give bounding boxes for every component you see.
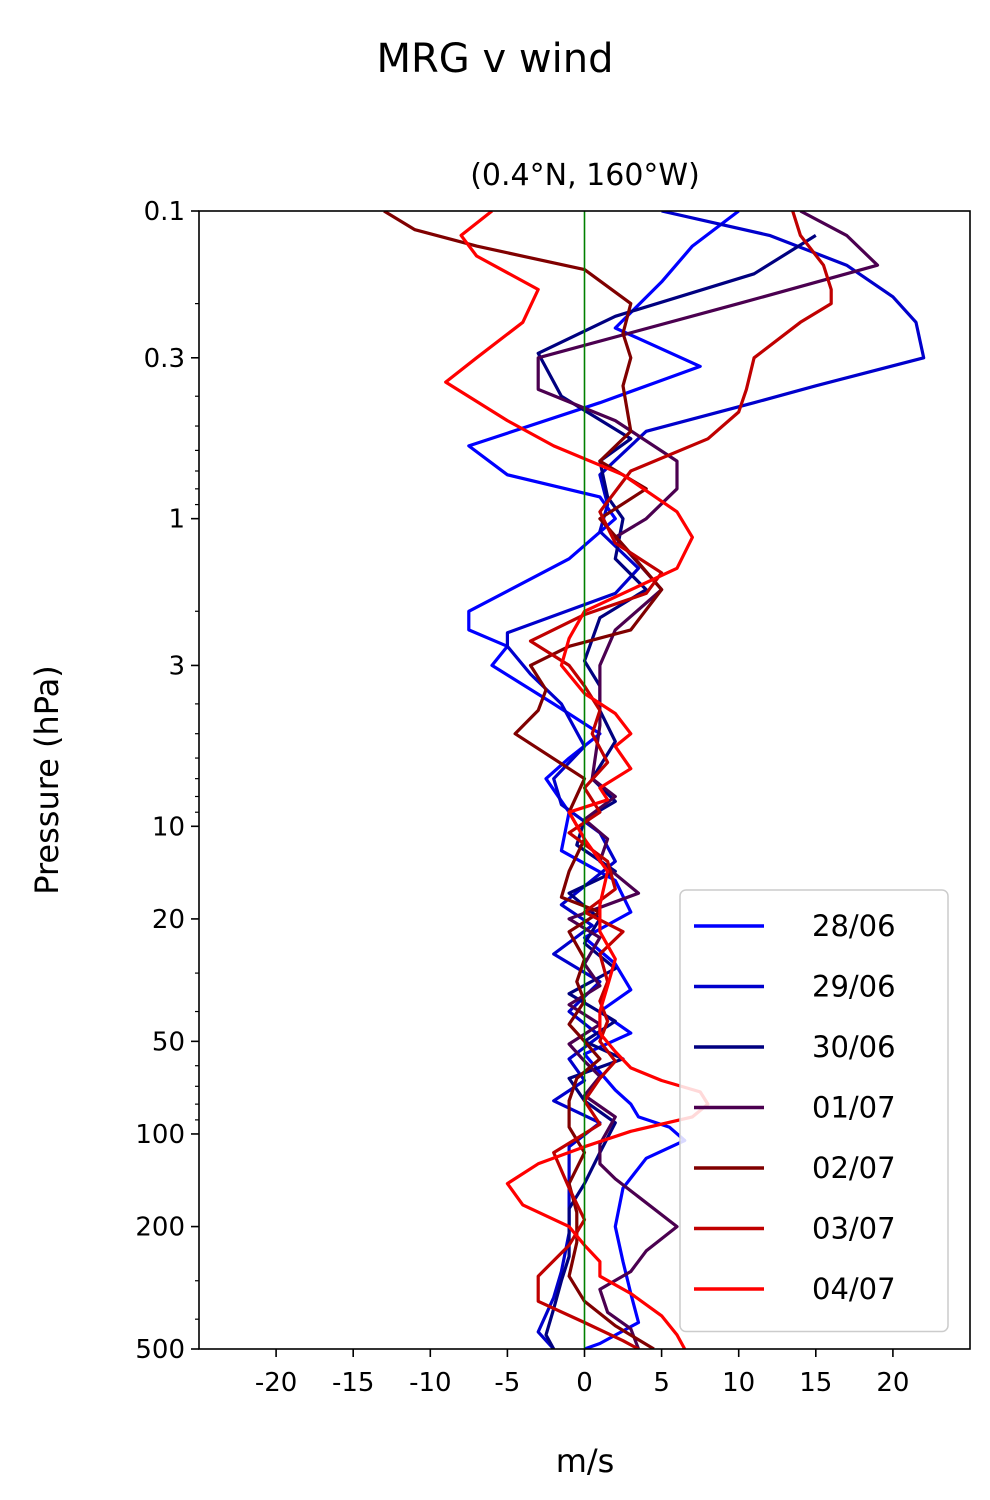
y-tick-label: 10 bbox=[152, 812, 185, 842]
x-tick-label: -20 bbox=[255, 1368, 297, 1398]
legend-label: 02/07 bbox=[812, 1151, 896, 1185]
chart-subtitle: (0.4°N, 160°W) bbox=[470, 158, 700, 193]
x-tick-label: 10 bbox=[722, 1368, 755, 1398]
x-axis-label: m/s bbox=[556, 1442, 615, 1480]
plot-area bbox=[198, 210, 971, 1350]
x-axis: -20 -15 -10 -5 0 5 10 15 20 bbox=[255, 1349, 909, 1398]
legend-label: 28/06 bbox=[812, 909, 896, 943]
legend: 28/06 29/06 30/06 01/07 02/07 03/07 04/07 bbox=[679, 889, 949, 1333]
y-tick-label: 50 bbox=[152, 1027, 185, 1057]
y-tick-label: 0.3 bbox=[144, 344, 185, 374]
series-line-30-06 bbox=[536, 234, 817, 1349]
y-tick-label: 100 bbox=[135, 1120, 185, 1150]
x-tick-label: 15 bbox=[799, 1368, 832, 1398]
series-line-01-07 bbox=[536, 211, 880, 1349]
x-tick-label: -5 bbox=[494, 1368, 520, 1398]
y-tick-label: 3 bbox=[168, 651, 185, 681]
legend-label: 01/07 bbox=[812, 1091, 896, 1125]
legend-box bbox=[679, 889, 949, 1333]
legend-label: 30/06 bbox=[812, 1030, 896, 1064]
series-line-28-06 bbox=[467, 211, 740, 1349]
y-tick-label: 1 bbox=[168, 505, 185, 535]
y-axis: 0.1 0.3 1 3 10 20 50 100 200 500 bbox=[135, 197, 199, 1365]
chart-title: MRG v wind bbox=[377, 36, 614, 82]
series-line-02-07 bbox=[383, 211, 664, 1349]
y-tick-label: 200 bbox=[135, 1213, 185, 1243]
y-tick-label: 20 bbox=[152, 905, 185, 935]
legend-label: 04/07 bbox=[812, 1272, 896, 1306]
series-line-04-07 bbox=[444, 211, 710, 1349]
x-tick-label: 0 bbox=[576, 1368, 593, 1398]
legend-label: 03/07 bbox=[812, 1212, 896, 1246]
x-tick-label: 20 bbox=[876, 1368, 909, 1398]
series-layer bbox=[383, 211, 926, 1349]
x-tick-label: -10 bbox=[409, 1368, 451, 1398]
x-tick-label: -15 bbox=[332, 1368, 374, 1398]
y-tick-label: 0.1 bbox=[144, 197, 185, 227]
y-axis-label: Pressure (hPa) bbox=[28, 665, 66, 895]
y-tick-label: 500 bbox=[135, 1335, 185, 1365]
legend-label: 29/06 bbox=[812, 970, 896, 1004]
x-tick-label: 5 bbox=[653, 1368, 670, 1398]
series-line-03-07 bbox=[528, 211, 833, 1349]
